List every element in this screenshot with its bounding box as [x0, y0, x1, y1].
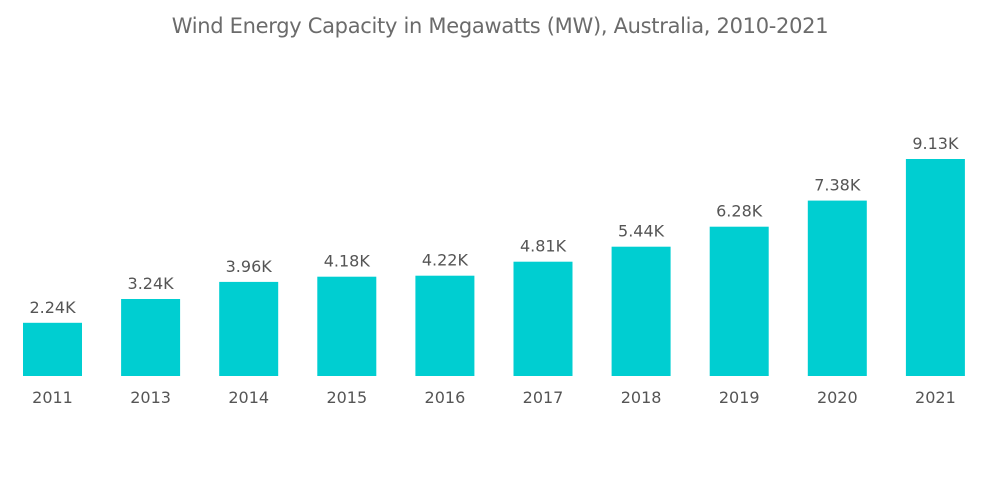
bar-2020 — [807, 200, 867, 376]
bar-2018 — [611, 246, 671, 376]
data-label-2016: 4.22K — [422, 251, 469, 270]
x-tick-label-2016: 2016 — [425, 388, 466, 407]
data-label-2020: 7.38K — [814, 176, 861, 195]
data-label-2018: 5.44K — [618, 222, 665, 241]
data-label-2019: 6.28K — [716, 202, 763, 221]
data-label-2021: 9.13K — [912, 134, 959, 153]
data-label-2015: 4.18K — [324, 252, 371, 271]
bar-2016 — [415, 275, 475, 376]
bar-2011 — [23, 322, 82, 376]
x-tick-label-2018: 2018 — [621, 388, 662, 407]
bar-2017 — [513, 261, 573, 376]
x-tick-label-2021: 2021 — [915, 388, 956, 407]
data-label-2011: 2.24K — [29, 298, 76, 317]
x-tick-label-2014: 2014 — [228, 388, 269, 407]
data-label-2017: 4.81K — [520, 237, 567, 256]
bar-2015 — [317, 276, 377, 376]
x-tick-label-2019: 2019 — [719, 388, 760, 407]
data-label-2013: 3.24K — [128, 274, 175, 293]
x-tick-label-2011: 2011 — [32, 388, 73, 407]
bar-2021 — [905, 159, 965, 376]
x-tick-label-2020: 2020 — [817, 388, 858, 407]
chart-title: Wind Energy Capacity in Megawatts (MW), … — [171, 14, 829, 38]
x-tick-label-2017: 2017 — [523, 388, 564, 407]
x-tick-label-2015: 2015 — [326, 388, 367, 407]
x-tick-label-2013: 2013 — [130, 388, 171, 407]
bar-2013 — [121, 299, 181, 376]
bar-2014 — [219, 281, 279, 376]
data-label-2014: 3.96K — [226, 257, 273, 276]
bar-2019 — [709, 226, 769, 376]
